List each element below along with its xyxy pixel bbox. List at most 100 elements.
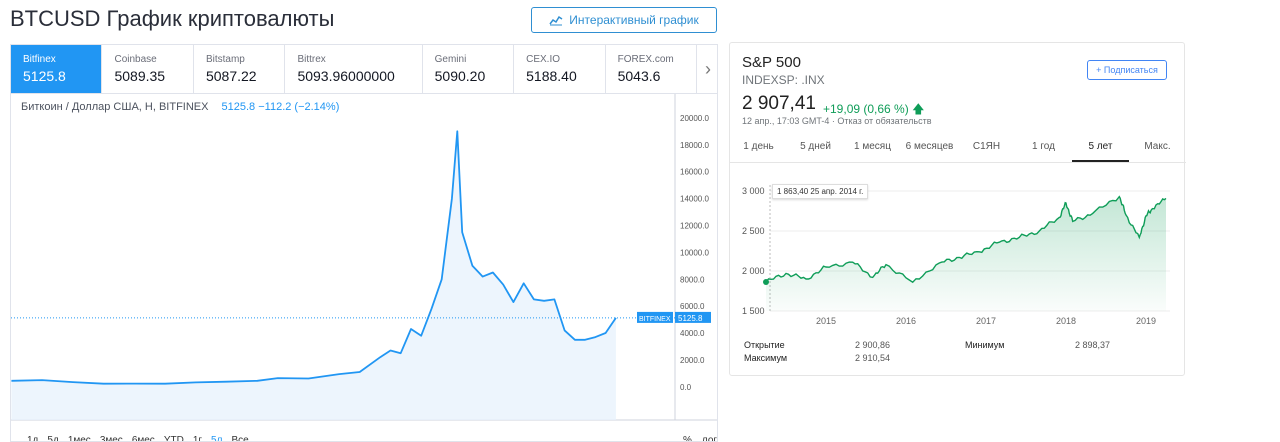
stat-label: Максимум (744, 353, 788, 363)
exchange-tab-coinbase[interactable]: Coinbase 5089.35 (102, 45, 194, 93)
exchange-tab-bitstamp[interactable]: Bitstamp 5087.22 (194, 45, 286, 93)
period-tab[interactable]: 6 месяцев (905, 141, 954, 152)
sp500-change: +19,09 (0,66 %) 🡅 (823, 100, 924, 121)
range-button[interactable]: YTD (163, 435, 184, 442)
sp500-stats: Открытие 2 900,86 Минимум 2 898,37 Максимум 2… (742, 340, 1182, 366)
price-tag-label: BITFINEX (639, 316, 671, 323)
range-button[interactable]: 5л (211, 435, 223, 442)
range-button[interactable]: 5д (47, 435, 59, 442)
range-button[interactable]: 1г (192, 435, 203, 442)
x-tick-label: 2017 (976, 316, 996, 326)
period-tab[interactable]: С1ЯН (972, 141, 1001, 152)
legend-value: 5125.8 −112.2 (−2.14%) (221, 101, 340, 113)
exchange-name: Bitstamp (205, 54, 245, 65)
exchange-tab-bitfinex[interactable]: Bitfinex 5125.8 (11, 45, 103, 93)
sp500-price: 2 907,41 (742, 93, 816, 114)
price-tag-value: 5125.8 (678, 314, 703, 323)
x-tick-label: 2015 (816, 316, 836, 326)
exchange-name: Bitfinex (23, 54, 56, 65)
sp500-meta: 12 апр., 17:03 GMT-4 · Отказ от обязател… (742, 116, 932, 126)
subscribe-button[interactable]: + Подписаться (1087, 60, 1167, 80)
exchange-name: CEX.IO (526, 54, 561, 65)
x-tick-label: 2019 (1136, 316, 1156, 326)
sp500-line (765, 195, 1167, 284)
interactive-chart-button[interactable]: Интерактивный график (531, 7, 717, 33)
btc-chart-panel: Bitfinex 5125.8 Coinbase 5089.35 Bitstam… (10, 44, 718, 442)
stat-label: Открытие (744, 340, 785, 350)
x-tick-label: 2018 (1056, 316, 1076, 326)
x-tick-label: 2016 (896, 316, 916, 326)
range-button[interactable]: 1мес (67, 435, 91, 442)
stats-row: Максимум 2 910,54 (742, 353, 1182, 366)
period-tab[interactable]: 5 лет (1072, 137, 1129, 162)
exchange-name: Gemini (434, 54, 467, 65)
sp500-ticker: INDEXSP: .INX (742, 73, 825, 87)
stat-label: Минимум (965, 340, 1005, 350)
cursor-point (763, 278, 769, 285)
y-tick-label: 14000.0 (680, 195, 709, 204)
exchange-name: FOREX.com (617, 54, 674, 65)
interactive-chart-label: Интерактивный график (569, 13, 699, 27)
y-tick-label: 2 500 (742, 226, 765, 236)
y-tick-label: 1 500 (742, 306, 765, 316)
sp500-title: S&P 500 (742, 54, 801, 71)
sp500-card: S&P 500 INDEXSP: .INX + Подписаться 2 90… (729, 42, 1186, 376)
period-tab[interactable]: 1 год (1032, 141, 1055, 152)
exchange-price: 5043.6 (617, 68, 661, 84)
btc-area-fill (11, 131, 616, 421)
exchange-price: 5090.20 (434, 68, 486, 84)
exchange-tab-forex[interactable]: FOREX.com 5043.6 (606, 45, 698, 93)
exchange-price: 5087.22 (205, 68, 257, 84)
range-selector: 1д 5д 1мес 3мес 6мес YTD 1г 5л Все (27, 435, 249, 442)
range-button[interactable]: 3мес (99, 435, 123, 442)
legend-symbol: Биткоин / Доллар США, Н, BITFINEX (21, 101, 209, 113)
y-tick-label: 18000.0 (680, 141, 709, 150)
period-tab[interactable]: Макс. (1144, 141, 1171, 152)
y-tick-label: 0.0 (680, 383, 692, 392)
y-tick-label: 22000.0 (680, 94, 709, 96)
exchange-tab-gemini[interactable]: Gemini 5090.20 (423, 45, 515, 93)
y-tick-label: 4000.0 (680, 329, 705, 338)
price-tag-label-bg (637, 311, 673, 323)
exchange-price: 5089.35 (114, 68, 166, 84)
range-button[interactable]: 1д (27, 435, 39, 442)
page-title: BTCUSD График криптовалюты (10, 6, 335, 31)
exchange-name: Coinbase (114, 54, 157, 65)
y-tick-label: 16000.0 (680, 168, 709, 177)
stat-value: 2 900,86 (855, 340, 891, 350)
range-button[interactable]: Все (231, 435, 249, 442)
sp500-period-tabs: 1 день 5 дней 1 месяц 6 месяцев С1ЯН 1 год 5 л… (730, 137, 1186, 163)
btc-price-chart[interactable]: 0.0 2000.0 4000.0 6000.0 8000.0 10000.0 12000.… (11, 94, 717, 424)
btc-price-line (11, 130, 617, 385)
exchange-name: Bittrex (297, 54, 326, 65)
y-tick-label: 12000.0 (680, 221, 709, 230)
chart-tooltip: 1 863,40 25 апр. 2014 г. (772, 184, 869, 199)
y-tick-label: 20000.0 (680, 114, 709, 123)
sp500-area-fill (766, 196, 1166, 311)
y-tick-label: 6000.0 (680, 302, 705, 311)
arrow-up-icon: 🡅 (912, 102, 925, 116)
sp500-change-value: +19,09 (0,66 %) (823, 102, 909, 116)
exchange-price: 5093.96000000 (297, 68, 395, 84)
stats-row: Открытие 2 900,86 Минимум 2 898,37 (742, 340, 1182, 353)
exchange-tab-cexio[interactable]: CEX.IO 5188.40 (514, 45, 606, 93)
sp500-chart[interactable]: 1 500 2 000 2 500 3 000 2015 2016 2017 2018 2019 (730, 175, 1186, 335)
price-tag-value-bg (675, 311, 711, 323)
y-tick-label: 2 000 (742, 266, 765, 276)
y-tick-label: 3 000 (742, 186, 765, 196)
chart-icon (549, 15, 563, 26)
period-tab[interactable]: 1 день (743, 141, 774, 152)
period-tab[interactable]: 1 месяц (854, 141, 891, 152)
scale-toggle[interactable]: % (683, 435, 692, 442)
exchange-price: 5125.8 (23, 68, 66, 84)
y-tick-label: 10000.0 (680, 248, 709, 257)
scale-toggle[interactable]: лог (701, 435, 718, 442)
exchange-tab-bittrex[interactable]: Bittrex 5093.96000000 (285, 45, 423, 93)
period-tab[interactable]: 5 дней (800, 141, 831, 152)
scale-options: % лог (683, 435, 718, 442)
y-tick-label: 8000.0 (680, 275, 705, 284)
chevron-right-icon[interactable]: › (705, 58, 712, 79)
stat-value: 2 910,54 (855, 353, 891, 363)
range-button[interactable]: 6мес (131, 435, 155, 442)
stat-value: 2 898,37 (1075, 340, 1111, 350)
